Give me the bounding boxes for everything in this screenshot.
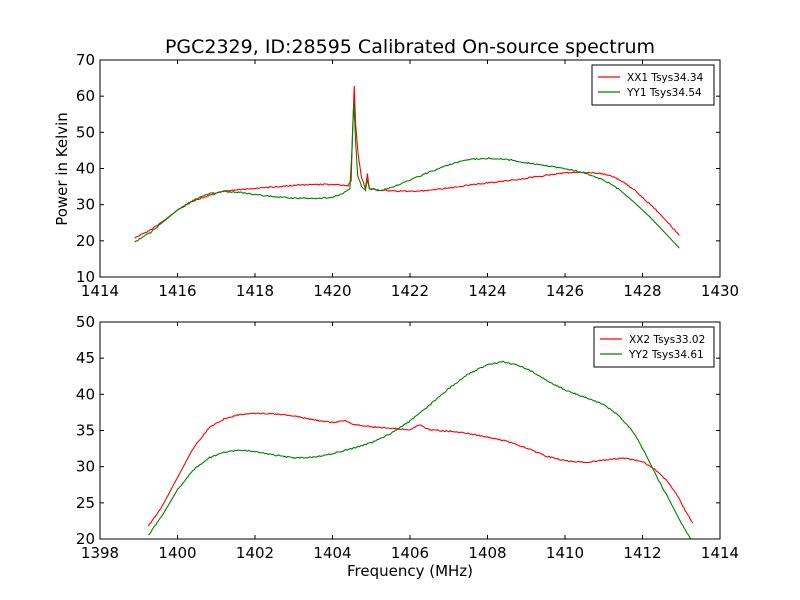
- y-tick-label: 40: [76, 160, 95, 178]
- x-tick-label: 1424: [468, 282, 506, 300]
- y-tick-label: 20: [76, 232, 95, 250]
- x-tick-label: 1426: [546, 282, 584, 300]
- top-spectrum-panel: 1414 1416 1418 1420 1422 1424 1426 1428 1430 10 20…: [76, 51, 739, 300]
- x-tick-label: 1414: [701, 544, 739, 562]
- y-tick-label: 40: [76, 385, 95, 403]
- bottom-spectrum-panel: 1398 1400 1402 1404 1406 1408 1410 1412 1414 20 25…: [76, 313, 739, 562]
- legend-entry: XX1 Tsys34.34: [627, 72, 704, 84]
- x-tick-label: 1420: [313, 282, 351, 300]
- y-tick-label: 30: [76, 196, 95, 214]
- y-tick-label: 10: [76, 268, 95, 286]
- x-tick-label: 1414: [81, 282, 119, 300]
- x-tick-label: 1402: [236, 544, 274, 562]
- x-tick-label: 1400: [158, 544, 196, 562]
- legend-entry: YY2 Tsys34.61: [628, 349, 704, 361]
- y-tick-label: 45: [76, 349, 95, 367]
- y-tick-label: 25: [76, 494, 95, 512]
- x-tick-label: 1422: [391, 282, 429, 300]
- x-tick-label: 1412: [623, 544, 661, 562]
- series-line-xx-2: [147, 412, 694, 527]
- y-tick-label: 30: [76, 458, 95, 476]
- y-tick-label: 20: [76, 530, 95, 548]
- legend-entry: XX2 Tsys33.02: [629, 334, 705, 346]
- y-tick-label: 70: [76, 51, 95, 69]
- legend-box: [591, 64, 715, 106]
- x-tick-label: 1404: [313, 544, 351, 562]
- x-tick-label: 1418: [236, 282, 274, 300]
- y-tick-label: 50: [76, 123, 95, 141]
- x-tick-label: 1410: [546, 544, 584, 562]
- x-axis-label: Frequency (MHz): [347, 562, 473, 580]
- series-line-yy-2: [148, 360, 692, 539]
- x-tick-label: 1406: [391, 544, 429, 562]
- x-tick-label: 1398: [81, 544, 119, 562]
- y-tick-label: 35: [76, 422, 95, 440]
- figure-title: PGC2329, ID:28595 Calibrated On-source s…: [165, 36, 655, 58]
- legend: XX2 Tsys33.02 YY2 Tsys34.61: [593, 326, 715, 368]
- x-tick-label: 1430: [701, 282, 739, 300]
- legend: XX1 Tsys34.34 YY1 Tsys34.54: [591, 64, 715, 106]
- x-tick-label: 1428: [623, 282, 661, 300]
- y-tick-label: 50: [76, 313, 95, 331]
- series-line-yy-1: [134, 101, 680, 249]
- y-axis-label: Power in Kelvin: [53, 112, 71, 226]
- y-tick-label: 60: [76, 87, 95, 105]
- x-tick-label: 1408: [468, 544, 506, 562]
- x-tick-label: 1416: [158, 282, 196, 300]
- legend-box: [593, 326, 715, 368]
- legend-entry: YY1 Tsys34.54: [626, 87, 702, 99]
